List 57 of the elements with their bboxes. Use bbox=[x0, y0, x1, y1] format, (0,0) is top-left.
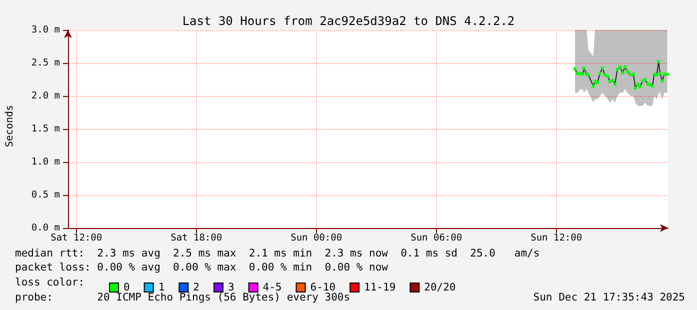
text: median rtt: 2.3 ms avg 2.5 ms max 2.1 ms min 2.3 ms now 0.1 ms sd 25.0 am/s bbox=[15, 248, 540, 260]
point bbox=[581, 72, 584, 76]
x-tick-label: Sun 00:00 bbox=[290, 232, 342, 244]
point bbox=[660, 79, 664, 82]
point bbox=[666, 72, 669, 76]
point bbox=[592, 84, 595, 88]
legend-label: 20/20 bbox=[424, 282, 456, 294]
y-tick-label: 0.5 m bbox=[31, 190, 60, 200]
point bbox=[636, 82, 640, 86]
point bbox=[582, 66, 586, 70]
point bbox=[611, 78, 614, 82]
text: probe: 20 ICMP Echo Pings (56 Bytes) every 300s bbox=[15, 292, 350, 304]
y-tick-label: 2.5 m bbox=[31, 58, 60, 68]
point bbox=[658, 72, 662, 76]
y-tick-label: 3.0 m bbox=[31, 24, 60, 36]
point bbox=[641, 79, 644, 82]
y-tick-label: 1.0 m bbox=[31, 156, 60, 168]
point bbox=[598, 72, 602, 76]
text: Sun Dec 21 17:35:43 2025 bbox=[533, 292, 685, 304]
point bbox=[655, 73, 658, 76]
legend-label: 0 bbox=[124, 282, 130, 294]
x-tick-label: Sat 12:00 bbox=[50, 232, 102, 244]
y-tick-label: 0.0 m bbox=[31, 222, 60, 234]
point bbox=[574, 67, 576, 70]
point bbox=[629, 73, 632, 76]
chart-title: Last 30 Hours from 2ac92e5d39a2 to DNS 4.2.2.2 bbox=[182, 14, 515, 28]
legend-label: 4-5 bbox=[262, 282, 282, 294]
legend-label: 11-19 bbox=[364, 282, 396, 294]
legend-title: loss color: bbox=[15, 276, 85, 288]
legend-label: 2 bbox=[193, 282, 200, 294]
y-tick-label: 1.5 m bbox=[31, 124, 60, 134]
point bbox=[650, 84, 654, 88]
x-tick-label: Sun 12:00 bbox=[530, 232, 582, 244]
legend-label: 3 bbox=[228, 282, 234, 294]
point bbox=[594, 80, 596, 83]
legend-label: 6-10 bbox=[310, 282, 336, 294]
point bbox=[624, 65, 626, 68]
y-tick-label: 2.0 m bbox=[31, 90, 60, 102]
x-tick-label: Sat 18:00 bbox=[170, 232, 222, 244]
point bbox=[600, 66, 604, 70]
text: packet loss: 0.00 % avg 0.00 % max 0.00 % min 0.00 % now bbox=[15, 262, 389, 274]
x-tick-label: Sun 06:00 bbox=[410, 232, 462, 244]
point bbox=[596, 81, 599, 84]
point bbox=[621, 71, 624, 74]
point bbox=[626, 70, 629, 74]
point bbox=[614, 82, 616, 86]
point bbox=[618, 65, 622, 68]
y-axis-title: Seconds bbox=[4, 104, 16, 148]
point bbox=[616, 68, 619, 72]
point bbox=[608, 80, 612, 83]
point bbox=[657, 60, 660, 64]
point bbox=[634, 86, 637, 90]
point bbox=[632, 72, 635, 76]
point bbox=[662, 72, 666, 76]
legend-label: 1 bbox=[158, 282, 165, 294]
point bbox=[606, 74, 610, 78]
point bbox=[638, 85, 642, 88]
